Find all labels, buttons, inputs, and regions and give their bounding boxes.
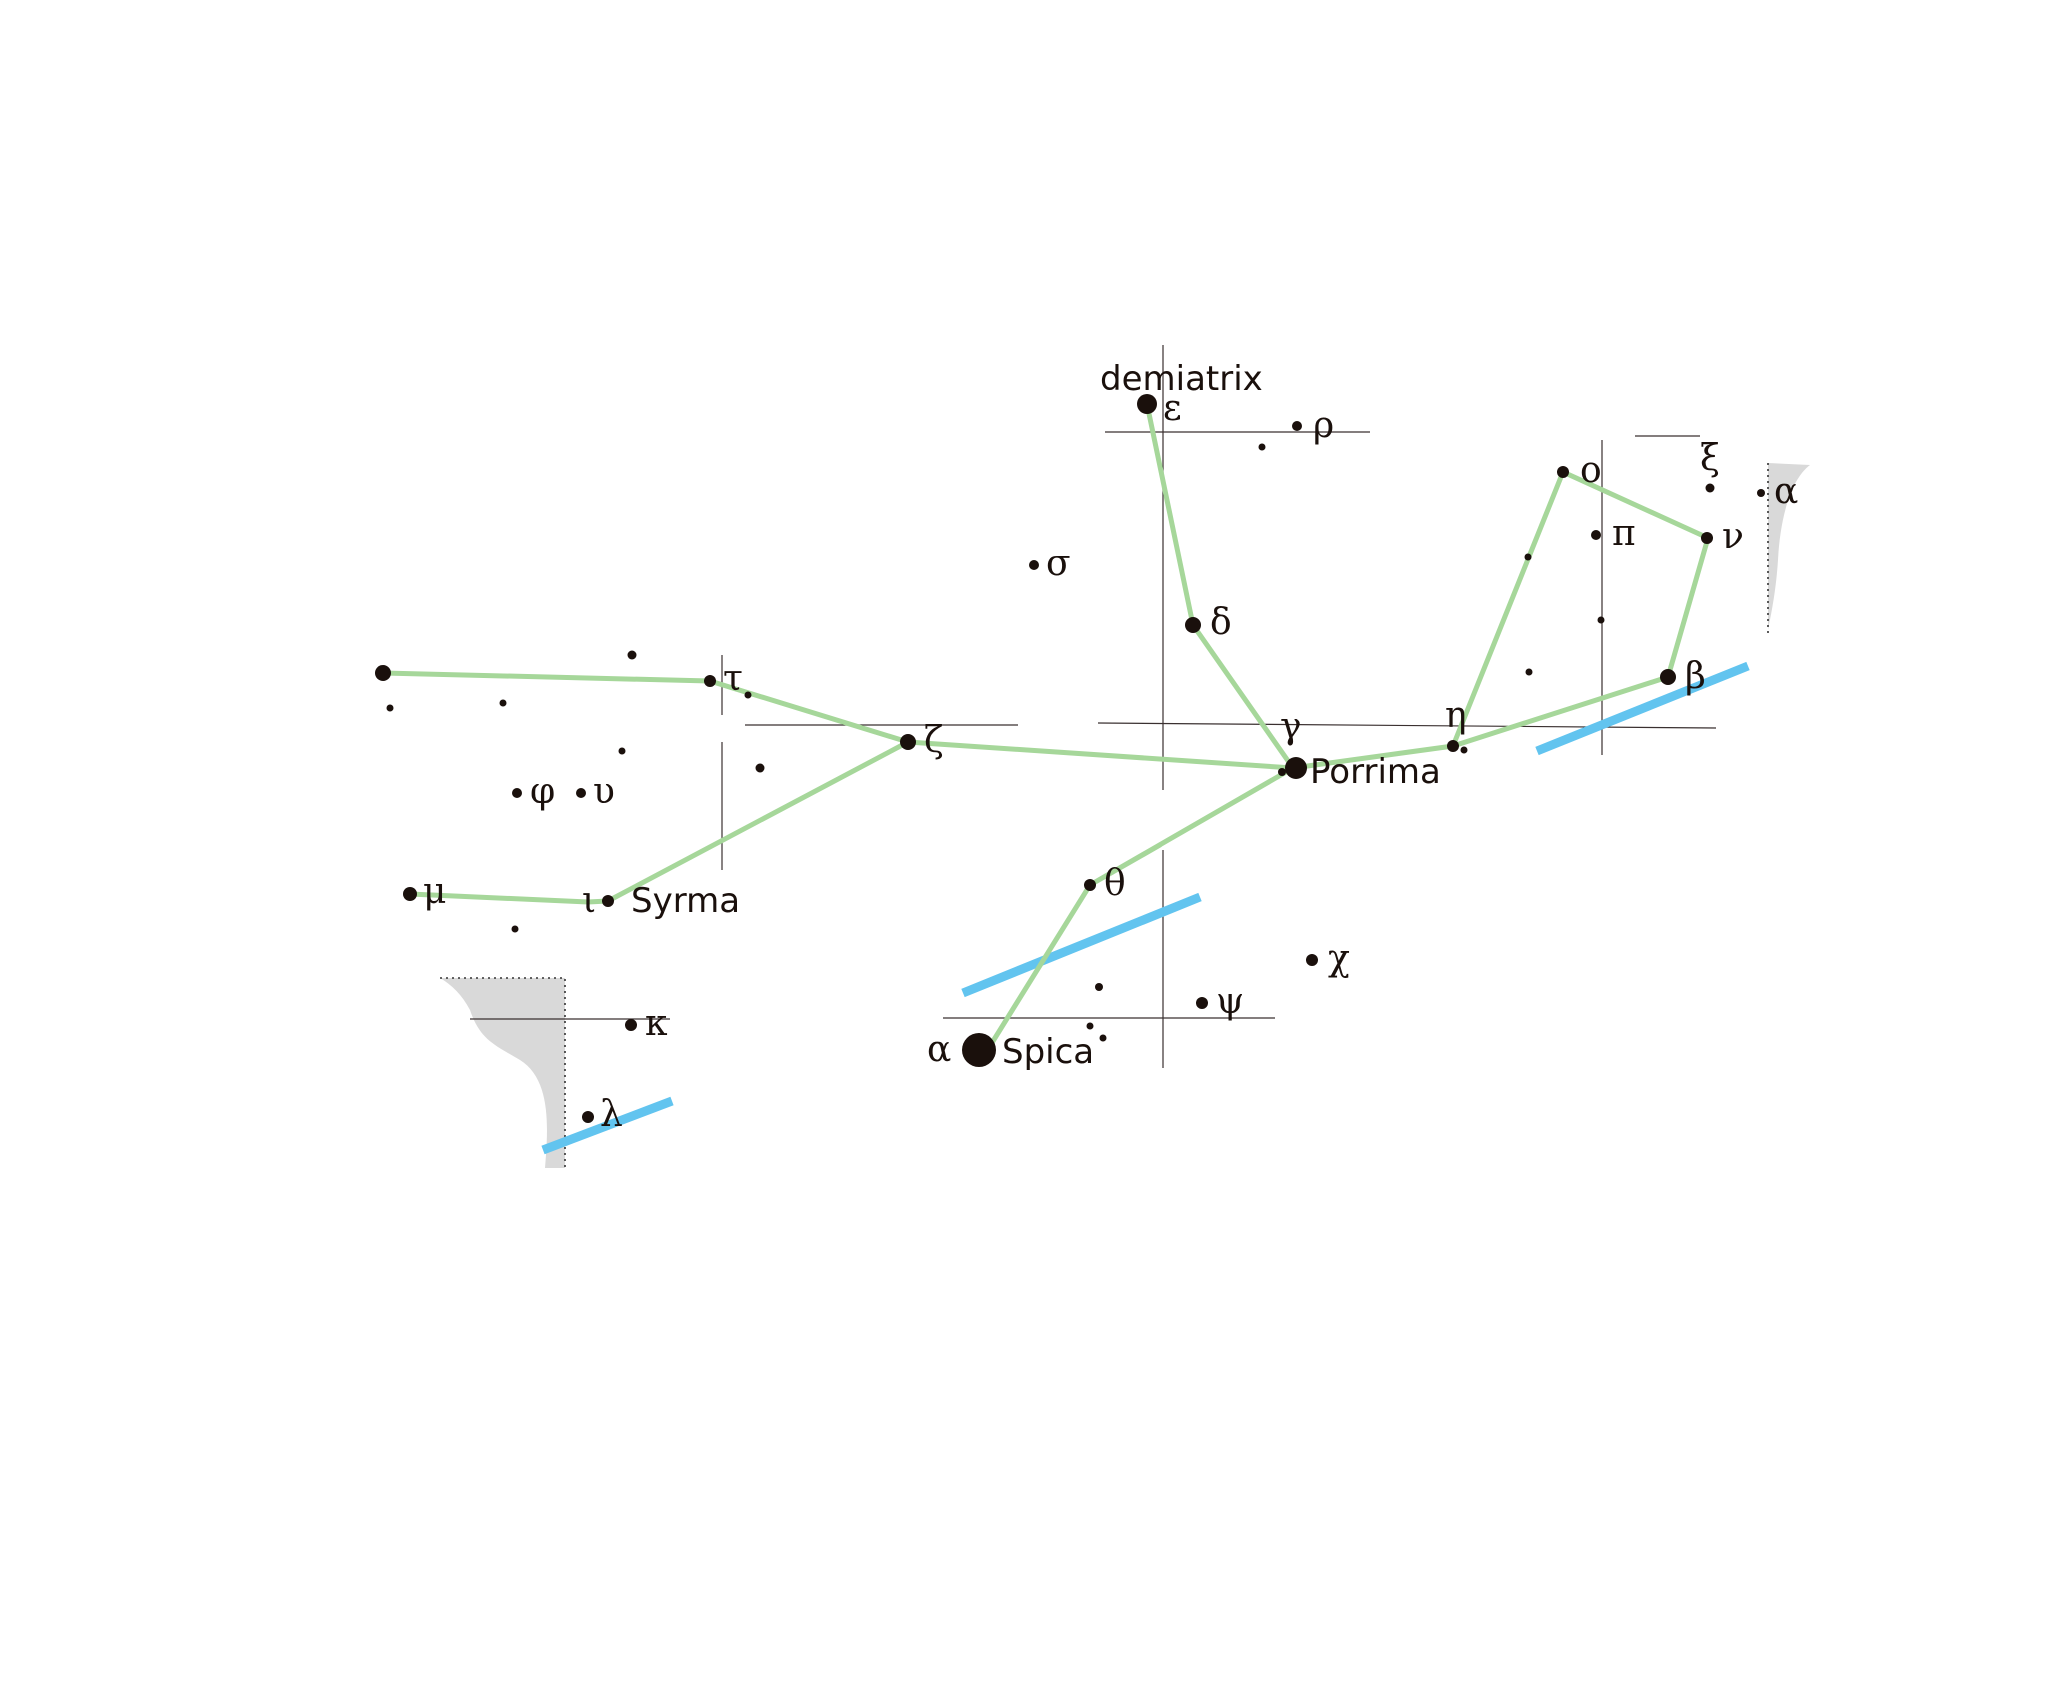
label-alpha-right: α (1774, 471, 1798, 512)
star-sigma (1029, 560, 1039, 570)
star-faint (386, 704, 394, 712)
star-faint (1525, 668, 1533, 676)
label-tau: τ (723, 658, 743, 699)
label-psi: ψ (1216, 981, 1244, 1022)
star-alpha-right (1757, 489, 1765, 497)
label-alpha: α (927, 1029, 951, 1070)
label-omicron: ο (1580, 450, 1602, 491)
star-faint (1278, 768, 1286, 776)
star-gamma (1285, 757, 1307, 779)
name-iota: Syrma (631, 881, 740, 921)
star-nu (1701, 532, 1713, 544)
star-iota (602, 895, 614, 907)
label-kappa: κ (645, 1003, 668, 1044)
star-faint (1597, 616, 1605, 624)
star-rho (1292, 421, 1302, 431)
star-faint (1095, 983, 1103, 991)
stars (375, 394, 1765, 1123)
star-faint (499, 699, 507, 707)
star-lambda (582, 1111, 594, 1123)
star-faint (1524, 553, 1532, 561)
label-nu: ν (1722, 516, 1744, 557)
label-phi: φ (530, 771, 555, 812)
star-faint (1258, 443, 1266, 451)
milky-way-patch-right (1768, 463, 1810, 630)
star-faint (618, 747, 626, 755)
star-faint (627, 650, 637, 660)
name-alpha: Spica (1002, 1032, 1094, 1072)
star-omicron (1557, 466, 1569, 478)
star-psi (1196, 997, 1208, 1009)
ecliptic-lines (541, 661, 1750, 1155)
label-zeta: ζ (924, 720, 944, 761)
star-zeta (900, 734, 916, 750)
star-eta (1447, 740, 1459, 752)
star-pi (1591, 530, 1601, 540)
milky-way-patch-left (440, 978, 565, 1168)
star-faint (755, 763, 765, 773)
label-lambda: λ (600, 1094, 623, 1135)
star-mu (403, 887, 417, 901)
label-theta: θ (1104, 863, 1126, 904)
star-upsilon (576, 788, 586, 798)
label-epsilon: ε (1163, 388, 1182, 429)
label-pi: π (1612, 513, 1636, 554)
figure-lines (380, 401, 1711, 1049)
star-chi (1306, 954, 1318, 966)
label-chi: χ (1328, 938, 1350, 979)
star-faint (1099, 1034, 1107, 1042)
star-epsilon (1137, 394, 1157, 414)
label-sigma: σ (1046, 543, 1071, 584)
star-labels: demiatrix ε ρ σ δ γ Porrima η ο ξ π ν α … (423, 359, 1798, 1135)
label-rho: ρ (1313, 405, 1334, 446)
star-faint (744, 691, 752, 699)
label-mu: μ (423, 871, 446, 912)
star-beta (1660, 669, 1676, 685)
star-faint (1086, 1022, 1094, 1030)
label-iota: ι (582, 880, 596, 921)
star-alpha-spica (962, 1033, 996, 1067)
label-delta: δ (1210, 602, 1232, 643)
star-tau (704, 675, 716, 687)
star-xi (1705, 483, 1715, 493)
star-kappa (625, 1019, 637, 1031)
label-xi: ξ (1700, 438, 1720, 479)
label-gamma: γ (1280, 706, 1302, 747)
star-delta (1185, 617, 1201, 633)
name-gamma: Porrima (1310, 752, 1441, 792)
name-epsilon: demiatrix (1100, 359, 1263, 399)
label-upsilon: υ (593, 771, 615, 812)
label-beta: β (1685, 656, 1706, 697)
star-faint (1460, 746, 1468, 754)
star-phi (512, 788, 522, 798)
star-faint (511, 925, 519, 933)
label-eta: η (1445, 695, 1467, 736)
star-left-end (375, 665, 391, 681)
coordinate-grid (470, 345, 1717, 1068)
star-theta (1084, 879, 1096, 891)
